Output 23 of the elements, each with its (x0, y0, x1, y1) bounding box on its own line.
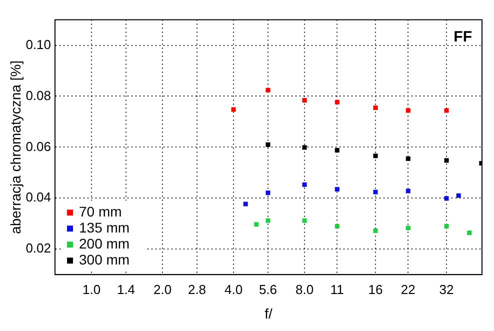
legend-label: 300 mm (79, 251, 130, 268)
x-tick-label: 2.0 (153, 282, 172, 297)
legend-label: 200 mm (79, 235, 130, 252)
y-tick-label: 0.02 (26, 240, 51, 256)
x-tick-label: 1.4 (116, 282, 136, 297)
x-tick-label: 2.8 (188, 282, 206, 297)
x-tick-label: 11 (330, 282, 344, 297)
x-tick-label: 16 (368, 282, 383, 297)
y-tick-label: 0.04 (26, 190, 51, 205)
annotation: FF (454, 28, 472, 46)
legend-label: 135 mm (79, 219, 130, 236)
x-tick-label: 8.0 (295, 282, 314, 297)
x-tick-label: 32 (439, 282, 454, 297)
y-tick-label: 0.10 (26, 36, 51, 52)
x-tick-label: 4.0 (224, 282, 243, 297)
legend-label: 70 mm (79, 203, 122, 220)
y-tick-label: 0.08 (26, 88, 51, 103)
x-axis-title: f/ (264, 305, 272, 322)
y-tick-label: 0.06 (26, 138, 51, 154)
y-axis-title: aberracja chromatyczna [%] (7, 60, 24, 234)
x-tick-label: 5.6 (258, 282, 278, 297)
x-tick-label: 1.0 (82, 282, 101, 297)
x-tick-label: 22 (400, 282, 416, 297)
